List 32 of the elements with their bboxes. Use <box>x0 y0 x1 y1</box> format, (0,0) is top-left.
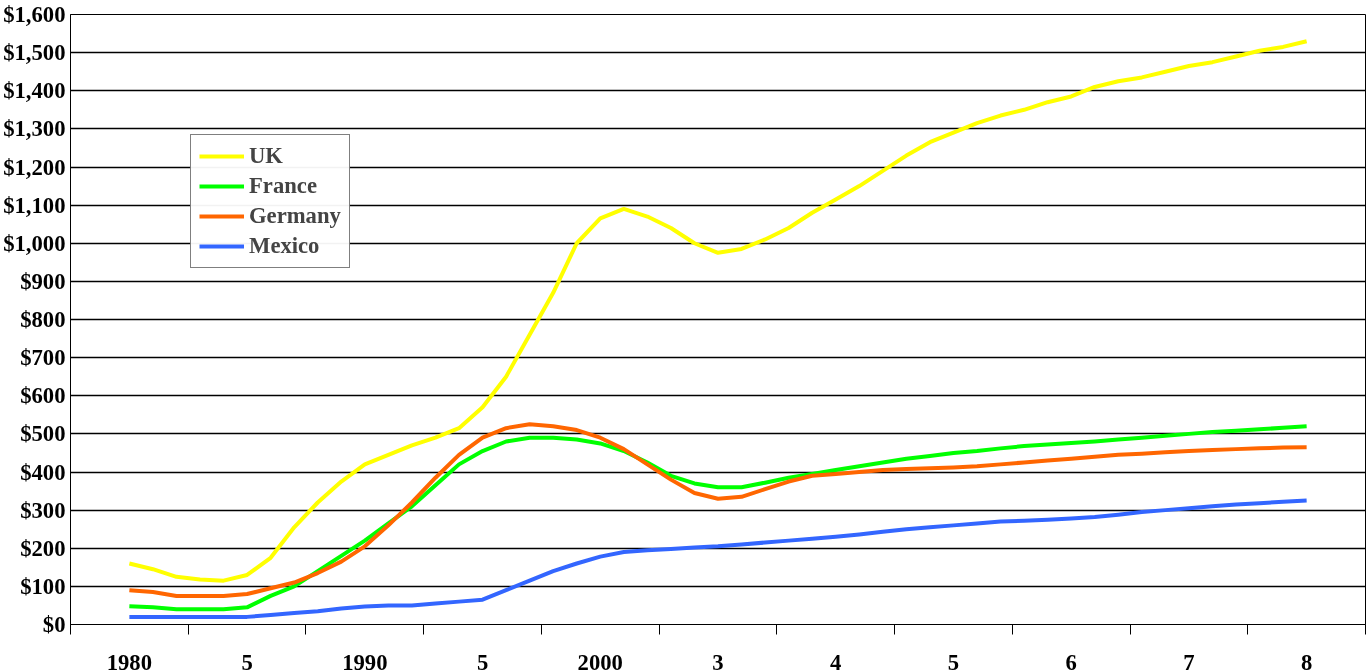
legend-label: France <box>249 173 317 199</box>
y-tick-label: $1,000 <box>3 230 66 256</box>
x-tick-label: 6 <box>1065 649 1077 672</box>
y-tick-label: $1,200 <box>3 154 66 180</box>
y-tick-label: $1,600 <box>3 2 66 27</box>
y-tick-label: $500 <box>20 421 66 447</box>
y-tick-label: $100 <box>20 573 66 599</box>
y-tick-label: $800 <box>20 307 66 332</box>
y-tick-label: $1,100 <box>3 192 66 218</box>
y-tick-label: $600 <box>20 383 66 409</box>
x-tick-label: 5 <box>476 649 489 672</box>
x-tick-label: 1980 <box>106 649 153 672</box>
legend-label: UK <box>249 143 283 169</box>
x-tick-label: 1990 <box>342 649 388 672</box>
y-tick-label: $900 <box>20 268 66 294</box>
legend-label: Germany <box>249 203 341 229</box>
x-tick-label: 3 <box>712 649 724 672</box>
y-tick-label: $1,500 <box>3 40 66 66</box>
y-tick-label: $1,400 <box>3 78 66 104</box>
x-tick-label: 5 <box>947 649 960 672</box>
x-tick-label: 8 <box>1300 649 1313 672</box>
x-tick-label: 2000 <box>577 649 623 672</box>
y-tick-label: $200 <box>20 535 66 561</box>
y-tick-label: $400 <box>20 459 66 485</box>
x-tick-label: 7 <box>1183 649 1195 672</box>
y-tick-label: $300 <box>20 497 66 523</box>
y-tick-label: $700 <box>20 345 66 371</box>
x-tick-label: 4 <box>830 649 842 672</box>
y-tick-label: $0 <box>42 612 66 637</box>
y-tick-label: $1,300 <box>3 116 66 142</box>
legend-label: Mexico <box>249 233 320 259</box>
x-tick-label: 5 <box>241 649 253 672</box>
